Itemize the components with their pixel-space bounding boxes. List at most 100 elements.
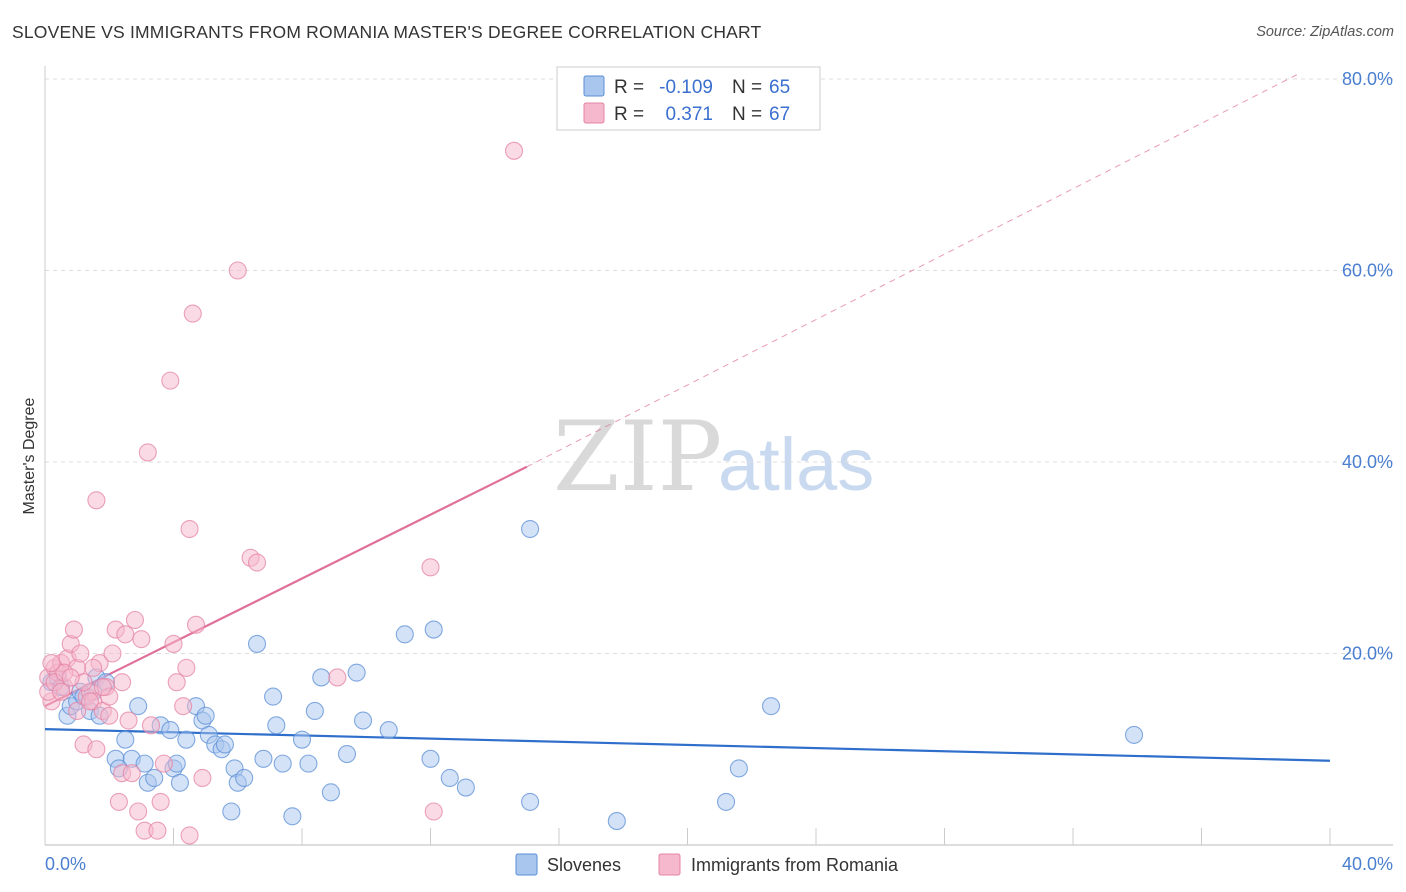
point-slovenes [116, 730, 135, 749]
point-slovenes [312, 668, 331, 687]
point-slovenes [321, 783, 340, 802]
point-slovenes [521, 519, 540, 539]
point-slovenes [267, 716, 286, 735]
point-slovenes [347, 663, 366, 682]
point-romania [132, 630, 151, 649]
y-tick-label: 60.0% [1342, 261, 1393, 281]
point-slovenes [145, 768, 164, 788]
point-slovenes [353, 711, 373, 730]
gridlines [45, 78, 1393, 654]
point-slovenes [607, 812, 626, 831]
series-legend-swatch-slovenes [515, 853, 538, 876]
point-slovenes [421, 749, 440, 768]
point-slovenes [379, 721, 398, 740]
trend-line-romania-extension [526, 73, 1299, 468]
point-slovenes [247, 634, 267, 653]
trend-line-romania [44, 465, 528, 708]
point-romania [71, 644, 90, 663]
point-romania [93, 677, 112, 697]
legend-swatch-slovenes [583, 75, 605, 97]
point-romania [421, 558, 440, 577]
point-slovenes [521, 792, 540, 811]
point-romania [52, 682, 71, 701]
trend-lines [44, 73, 1331, 762]
point-romania [504, 141, 524, 160]
watermark-atlas: atlas [718, 423, 874, 506]
point-romania [119, 711, 138, 730]
point-romania [42, 654, 61, 673]
point-romania [174, 697, 193, 716]
point-slovenes [161, 721, 180, 740]
point-slovenes [440, 768, 459, 788]
legend-r-label-romania: R = [614, 104, 644, 125]
watermark-zip: ZIP [553, 401, 722, 513]
point-romania [177, 658, 196, 677]
point-slovenes [305, 701, 324, 721]
point-slovenes [283, 807, 302, 826]
point-romania [61, 668, 80, 687]
point-romania [64, 620, 83, 639]
axes [44, 66, 1393, 846]
point-romania [129, 802, 148, 821]
point-slovenes [456, 778, 475, 797]
point-romania [424, 802, 443, 821]
point-romania [161, 371, 180, 390]
point-slovenes [235, 768, 254, 788]
legend-r-label-slovenes: R = [614, 77, 644, 98]
trend-line-slovenes [44, 728, 1331, 762]
point-slovenes [395, 625, 414, 644]
point-romania [328, 668, 347, 687]
series-legend-label-romania: Immigrants from Romania [691, 855, 899, 875]
legend-n-value-slovenes: 65 [769, 77, 790, 98]
point-slovenes [254, 749, 273, 768]
point-slovenes [135, 754, 154, 773]
point-romania [103, 644, 122, 663]
point-romania [247, 553, 267, 572]
point-romania [109, 792, 128, 811]
point-slovenes [215, 735, 234, 754]
point-romania [167, 673, 186, 692]
legend-n-label-romania: N = [732, 104, 762, 125]
series-legend-swatch-romania [658, 853, 681, 876]
legend-r-value-romania: 0.371 [665, 104, 713, 125]
point-romania [116, 625, 135, 644]
point-slovenes [299, 754, 318, 773]
point-romania [183, 304, 202, 323]
point-slovenes [177, 730, 196, 749]
y-tick-label: 80.0% [1342, 69, 1393, 89]
scatter-points [39, 141, 1144, 845]
point-romania [84, 658, 103, 677]
point-romania [125, 610, 144, 630]
x-tick-label: 0.0% [45, 854, 86, 874]
point-slovenes [1124, 725, 1144, 744]
point-romania [151, 792, 170, 811]
point-romania [180, 826, 199, 845]
point-slovenes [196, 706, 215, 725]
y-tick-label: 40.0% [1342, 452, 1393, 472]
chart-title: SLOVENE VS IMMIGRANTS FROM ROMANIA MASTE… [12, 22, 762, 42]
point-romania [148, 821, 167, 840]
point-romania [100, 706, 119, 725]
series-legend: Slovenes Immigrants from Romania [515, 853, 899, 876]
legend-r-value-slovenes: -0.109 [659, 77, 713, 98]
point-romania [87, 740, 106, 759]
point-romania [141, 716, 161, 735]
point-romania [80, 692, 100, 711]
point-romania [180, 519, 199, 539]
point-romania [87, 491, 106, 510]
point-romania [113, 673, 132, 692]
series-legend-label-slovenes: Slovenes [547, 855, 621, 875]
point-slovenes [337, 744, 357, 764]
tick-labels: 20.0% 40.0% 60.0% 80.0% 0.0% 40.0% [45, 69, 1393, 874]
point-slovenes [129, 697, 148, 716]
y-tick-label: 20.0% [1342, 644, 1393, 664]
point-slovenes [170, 773, 189, 792]
legend-swatch-romania [583, 102, 605, 124]
point-slovenes [264, 687, 283, 706]
point-romania [228, 261, 247, 280]
point-slovenes [424, 620, 443, 639]
point-slovenes [273, 754, 292, 773]
point-romania [138, 443, 157, 462]
point-romania [122, 764, 141, 783]
